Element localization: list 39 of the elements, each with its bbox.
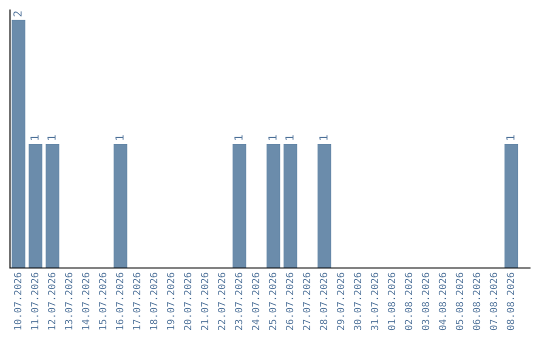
data-label: 1 <box>506 135 514 140</box>
x-tick-label: 01.08.2026 <box>388 272 396 330</box>
x-tick-label: 05.08.2026 <box>456 272 464 330</box>
x-tick-label: 22.07.2026 <box>218 272 226 330</box>
x-tick-label: 12.07.2026 <box>48 272 56 330</box>
x-tick-label: 28.07.2026 <box>320 272 328 330</box>
x-tick-label: 29.07.2026 <box>336 272 344 330</box>
data-label: 2 <box>13 11 22 16</box>
x-tick-label: 08.08.2026 <box>506 272 514 330</box>
x-tick-label: 06.08.2026 <box>472 272 480 330</box>
x-tick-label: 13.07.2026 <box>64 272 72 330</box>
x-tick-label: 24.07.2026 <box>252 272 260 330</box>
data-label: 1 <box>115 135 124 140</box>
x-tick-label: 04.08.2026 <box>438 272 446 330</box>
x-tick-label: 07.08.2026 <box>490 272 498 330</box>
x-tick-label: 14.07.2026 <box>82 272 90 330</box>
data-label: 1 <box>234 135 243 140</box>
x-tick-label: 03.08.2026 <box>422 272 430 330</box>
x-tick-label: 16.07.2026 <box>116 272 124 330</box>
x-tick-label: 21.07.2026 <box>200 272 208 330</box>
x-tick-label: 18.07.2026 <box>150 272 158 330</box>
x-tick-label: 20.07.2026 <box>184 272 192 330</box>
x-tick-label: 19.07.2026 <box>166 272 174 330</box>
x-tick-label: 26.07.2026 <box>286 272 294 330</box>
x-tick-label: 23.07.2026 <box>234 272 242 330</box>
data-label: 1 <box>319 135 328 140</box>
x-tick-label: 15.07.2026 <box>98 272 106 330</box>
x-tick-label: 31.07.2026 <box>370 272 378 330</box>
x-tick-label: 17.07.2026 <box>132 272 140 330</box>
data-label: 1 <box>285 135 294 140</box>
data-label: 1 <box>268 135 276 140</box>
x-tick-label: 11.07.2026 <box>30 272 38 330</box>
x-tick-label: 02.08.2026 <box>404 272 412 330</box>
x-tick-label: 10.07.2026 <box>14 272 22 330</box>
x-tick-label: 30.07.2026 <box>354 272 362 330</box>
x-tick-label: 25.07.2026 <box>268 272 276 330</box>
data-label: 1 <box>47 135 56 140</box>
data-label: 1 <box>30 135 39 140</box>
x-tick-label: 27.07.2026 <box>302 272 310 330</box>
